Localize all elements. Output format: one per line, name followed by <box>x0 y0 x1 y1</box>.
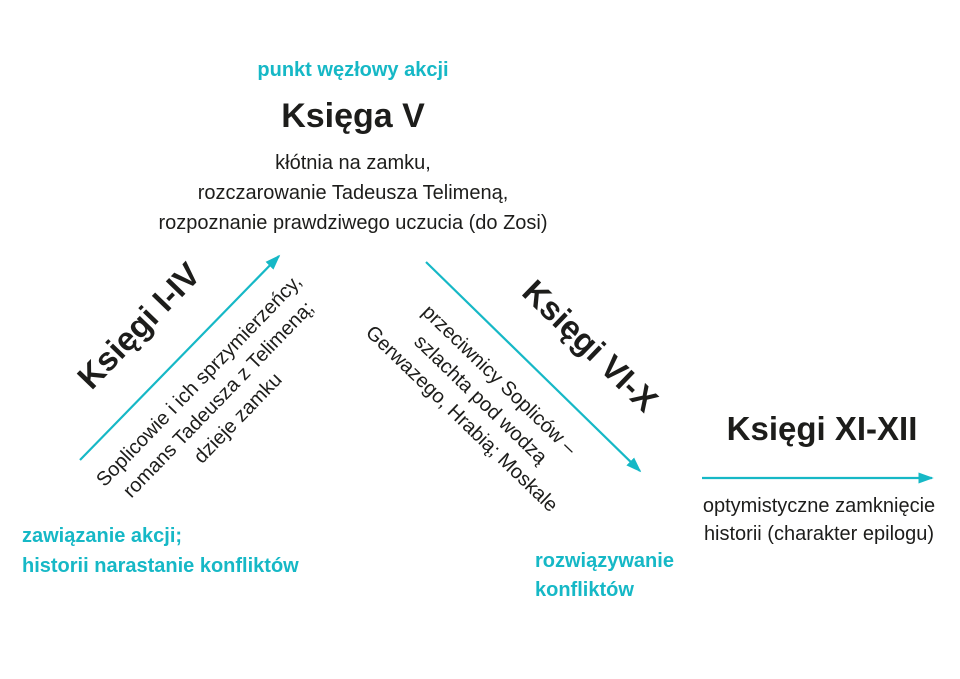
climax-label: punkt węzłowy akcji <box>257 59 449 81</box>
falling-caption-line: konfliktów <box>535 579 634 601</box>
resolution-title: Księgi XI-XII <box>726 410 918 447</box>
arrow-up-right-icon <box>79 254 281 461</box>
climax-detail-line: rozpoznanie prawdziwego uczucia (do Zosi… <box>158 212 548 234</box>
rising-caption: zawiązanie akcji; historii narastanie ko… <box>22 521 299 581</box>
resolution-detail-line: optymistyczne zamknięcie <box>702 495 936 517</box>
falling-caption-line: rozwiązywanie <box>535 550 674 572</box>
falling-caption: rozwiązywanie konfliktów <box>535 547 674 605</box>
climax-title: Księga V <box>281 97 425 135</box>
climax-detail-line: rozczarowanie Tadeusza Telimeną, <box>197 182 509 204</box>
climax-detail-line: kłótnia na zamku, <box>275 152 431 174</box>
resolution-details: optymistyczne zamknięcie historii (chara… <box>703 492 935 548</box>
climax-details: kłótnia na zamku, rozczarowanie Tadeusza… <box>158 148 547 238</box>
resolution-detail-line: historii (charakter epilogu) <box>703 523 935 545</box>
rising-caption-line: zawiązanie akcji; <box>22 525 183 547</box>
climax-section: punkt węzłowy akcji Księga V kłótnia na … <box>158 58 547 238</box>
arrow-down-right-icon <box>425 261 642 473</box>
rising-caption-line: historii narastanie konfliktów <box>22 555 299 577</box>
